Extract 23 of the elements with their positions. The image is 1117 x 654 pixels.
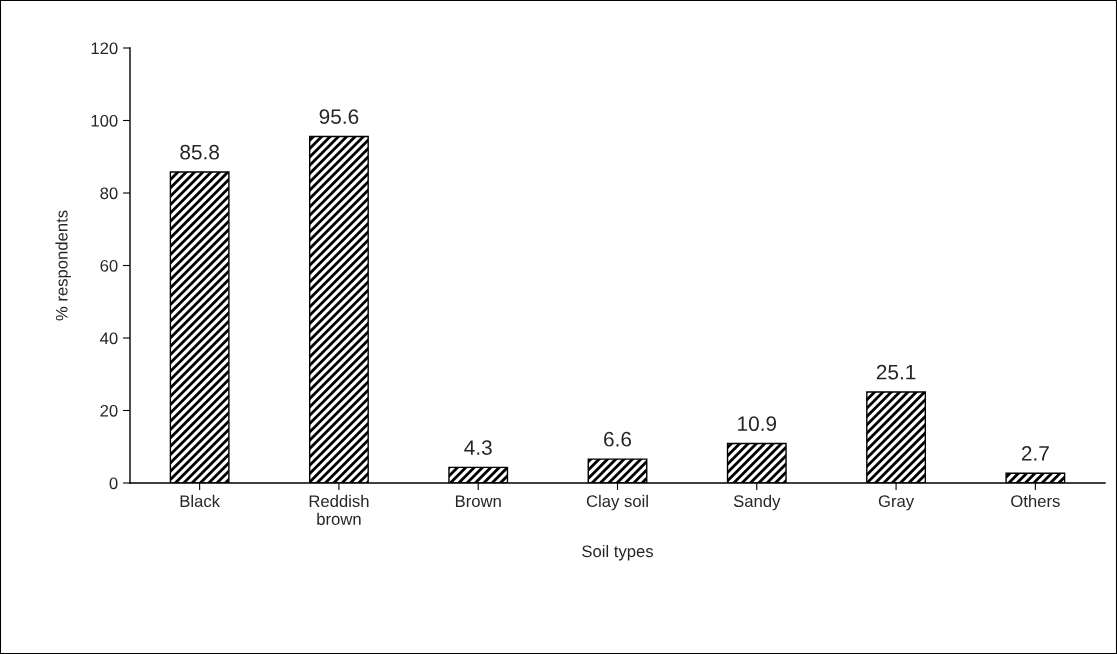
x-tick-label: Brown	[455, 495, 501, 508]
data-label: 2.7	[1021, 446, 1049, 461]
y-tick-label: 40	[100, 332, 118, 345]
x-tick-label: Black	[180, 494, 221, 508]
x-tick-label: Clay soil	[586, 494, 648, 511]
y-tick-label: 80	[100, 187, 118, 200]
data-label: 10.9	[738, 416, 777, 432]
x-tick-label: Others	[1011, 494, 1060, 508]
y-axis-title: % respondents	[55, 210, 71, 321]
data-label: 4.3	[464, 440, 492, 455]
data-label: 25.1	[876, 364, 916, 380]
y-tick-label: 0	[109, 477, 118, 490]
x-tick-label: Sandy	[733, 494, 781, 511]
data-label: 95.6	[319, 109, 359, 124]
y-tick-label: 100	[91, 114, 118, 127]
data-label: 85.8	[180, 144, 220, 160]
y-tick-label: 120	[91, 42, 118, 55]
x-axis-title: Soil types	[582, 544, 654, 561]
y-tick-label: 60	[100, 259, 118, 272]
x-tick-label: Reddish brown	[309, 494, 369, 525]
x-tick-label: Gray	[878, 495, 915, 511]
y-tick-label: 20	[100, 404, 118, 417]
data-label: 6.6	[604, 431, 632, 447]
